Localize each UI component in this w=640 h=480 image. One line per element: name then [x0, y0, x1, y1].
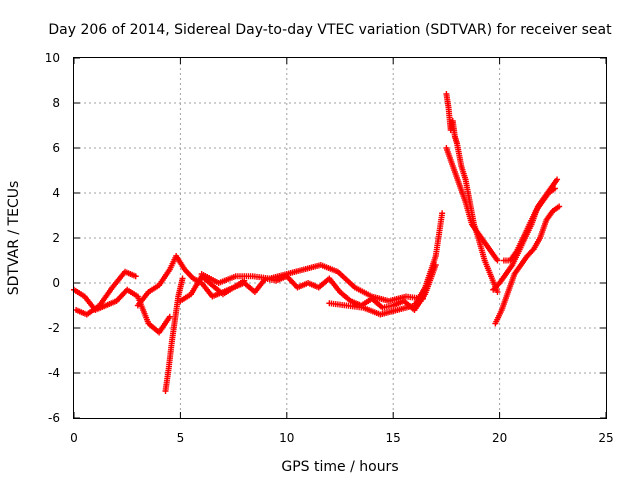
- y-tick-label: 2: [52, 231, 60, 245]
- y-axis-label: SDTVAR / TECUs: [6, 181, 22, 296]
- y-tick-label: 0: [52, 276, 60, 290]
- data-point: [554, 176, 561, 183]
- y-tick-label: -6: [48, 411, 60, 425]
- data-point: [132, 273, 139, 280]
- series-track-1: [71, 286, 173, 336]
- series-track-4: [162, 275, 186, 394]
- x-tick-label: 20: [492, 431, 507, 445]
- y-tick-label: -4: [48, 366, 60, 380]
- series-track-8: [443, 91, 501, 295]
- data-point: [439, 210, 446, 217]
- x-tick-label: 25: [598, 431, 613, 445]
- data-point: [494, 257, 501, 264]
- x-tick-label: 15: [386, 431, 401, 445]
- y-tick-label: 10: [45, 51, 60, 65]
- data-point: [494, 289, 501, 295]
- grid: [74, 58, 606, 418]
- data-points: [71, 91, 563, 394]
- data-point: [166, 313, 173, 320]
- plot-frame: [73, 57, 607, 419]
- y-tick-label: 6: [52, 141, 60, 155]
- data-point: [551, 185, 558, 192]
- y-tick-label: 4: [52, 186, 60, 200]
- x-tick-label: 0: [70, 431, 78, 445]
- x-tick-label: 5: [177, 431, 185, 445]
- series-track-10: [492, 203, 563, 327]
- series-track-2: [73, 268, 139, 318]
- chart-title: Day 206 of 2014, Sidereal Day-to-day VTE…: [48, 22, 612, 38]
- x-axis-label: GPS time / hours: [281, 459, 398, 475]
- x-tick-label: 10: [279, 431, 294, 445]
- series-track-9: [443, 145, 501, 264]
- data-point: [179, 275, 186, 282]
- axis-ticks: 0 5 10 15 20 25 -6 -4 -2 0 2 4 6 8 10: [45, 51, 614, 445]
- data-point: [556, 203, 563, 210]
- series-track-7: [326, 210, 446, 318]
- series-track-6: [198, 262, 426, 304]
- y-tick-label: 8: [52, 96, 60, 110]
- series-track-12: [500, 185, 558, 264]
- y-tick-label: -2: [48, 321, 60, 335]
